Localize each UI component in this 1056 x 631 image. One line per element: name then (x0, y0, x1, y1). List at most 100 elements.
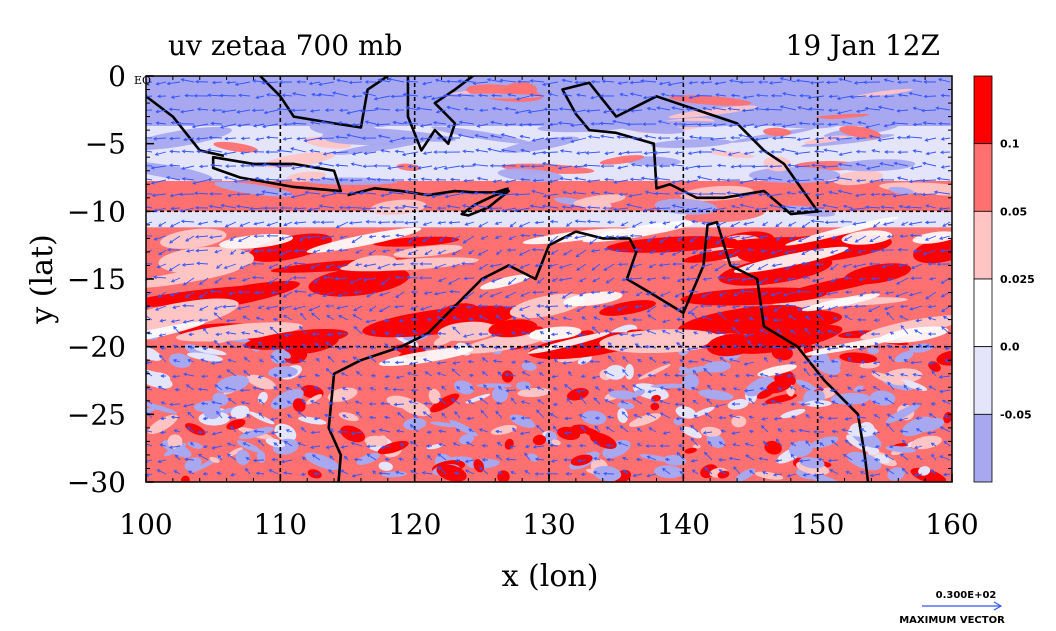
wind-vector-head (911, 78, 916, 83)
wind-vector (588, 136, 601, 139)
wind-vector (297, 442, 307, 447)
wind-vector-head (384, 457, 389, 462)
wind-vector-head (489, 163, 494, 168)
wind-vector (364, 263, 377, 267)
wind-vector-head (156, 264, 161, 269)
wind-vector-head (786, 179, 791, 183)
wind-vector-head (730, 164, 735, 169)
wind-vector (197, 108, 209, 111)
wind-vector-head (245, 467, 249, 472)
wind-vector (570, 205, 587, 209)
wind-vector-head (644, 134, 649, 139)
wind-vector (427, 455, 433, 461)
wind-vector (900, 305, 909, 308)
wind-vector-head (777, 387, 782, 391)
wind-vector (728, 249, 741, 257)
wind-vector-head (303, 138, 308, 143)
wind-vector (180, 207, 195, 212)
wind-vector (799, 122, 811, 125)
wind-vector (913, 249, 923, 252)
wind-vector-head (910, 166, 914, 170)
wind-vector (758, 263, 769, 270)
wind-vector (719, 356, 727, 363)
wind-vector-head (194, 205, 199, 210)
wind-vector-head (452, 442, 457, 446)
wind-vector-head (542, 150, 546, 155)
wind-vector-head (313, 386, 318, 390)
wind-vector-head (543, 107, 548, 112)
wind-vector-head (701, 315, 706, 319)
wind-vector (185, 458, 195, 461)
wind-vector-head (495, 429, 500, 434)
wind-vector-head (586, 219, 591, 224)
wind-vector (241, 137, 251, 140)
wind-vector (402, 151, 419, 156)
wind-vector (710, 137, 727, 140)
wind-vector-head (336, 78, 341, 83)
wind-vector-head (361, 206, 366, 211)
wind-vector (169, 445, 181, 449)
wind-vector-head (716, 163, 721, 168)
wind-vector-head (281, 93, 286, 98)
wind-vector-head (829, 388, 834, 393)
wind-vector (550, 413, 559, 419)
wind-vector (720, 373, 727, 377)
wind-vector-head (380, 445, 385, 450)
wind-vector-head (372, 470, 376, 474)
wind-vector-head (490, 333, 495, 337)
wind-vector (395, 276, 405, 279)
wind-vector (492, 107, 503, 111)
wind-vector-head (886, 422, 890, 427)
wind-vector-head (300, 426, 305, 431)
wind-vector (900, 430, 909, 433)
wind-vector-head (915, 318, 920, 323)
wind-vector-head (228, 291, 233, 296)
wind-vector-head (807, 206, 812, 211)
wind-vector-head (622, 355, 626, 360)
wind-vector (170, 193, 181, 197)
wind-vector (776, 329, 783, 335)
wind-vector (496, 430, 503, 433)
x-tick-label: 150 (791, 508, 844, 541)
wind-vector (352, 314, 363, 321)
field-contour (757, 364, 797, 377)
wind-vector (790, 442, 797, 447)
wind-vector-head (685, 277, 690, 282)
wind-vector-head (254, 176, 259, 181)
wind-vector-head (912, 122, 917, 127)
wind-vector-head (446, 79, 450, 84)
wind-vector-head (576, 151, 580, 155)
wind-vector (266, 178, 279, 181)
wind-vector-head (211, 108, 216, 113)
wind-vector-head (620, 222, 625, 227)
wind-vector-head (420, 177, 425, 181)
wind-vector (449, 221, 461, 224)
wind-vector-head (784, 250, 789, 255)
wind-vector-head (153, 208, 158, 213)
wind-vector (308, 291, 321, 297)
wind-vector (859, 330, 867, 335)
wind-vector-head (404, 189, 409, 194)
wind-vector-head (728, 414, 733, 418)
wind-vector-head (363, 277, 368, 282)
wind-vector (395, 305, 405, 308)
wind-vector-head (775, 237, 780, 241)
wind-vector (253, 459, 265, 462)
wind-vector-head (661, 319, 666, 324)
wind-vector-head (437, 466, 442, 471)
wind-vector-head (790, 442, 795, 446)
wind-vector-head (716, 304, 721, 309)
wind-vector-head (155, 109, 160, 114)
wind-vector (466, 342, 475, 349)
wind-vector-head (255, 471, 260, 476)
wind-vector (545, 137, 559, 140)
wind-vector-head (565, 472, 570, 476)
wind-vector-head (401, 204, 406, 209)
wind-vector (558, 122, 573, 125)
wind-vector-head (173, 429, 178, 433)
wind-vector (228, 277, 237, 280)
wind-vector (315, 343, 321, 349)
wind-vector-head (257, 305, 262, 310)
wind-vector (313, 249, 321, 254)
wind-vector-head (798, 121, 803, 126)
